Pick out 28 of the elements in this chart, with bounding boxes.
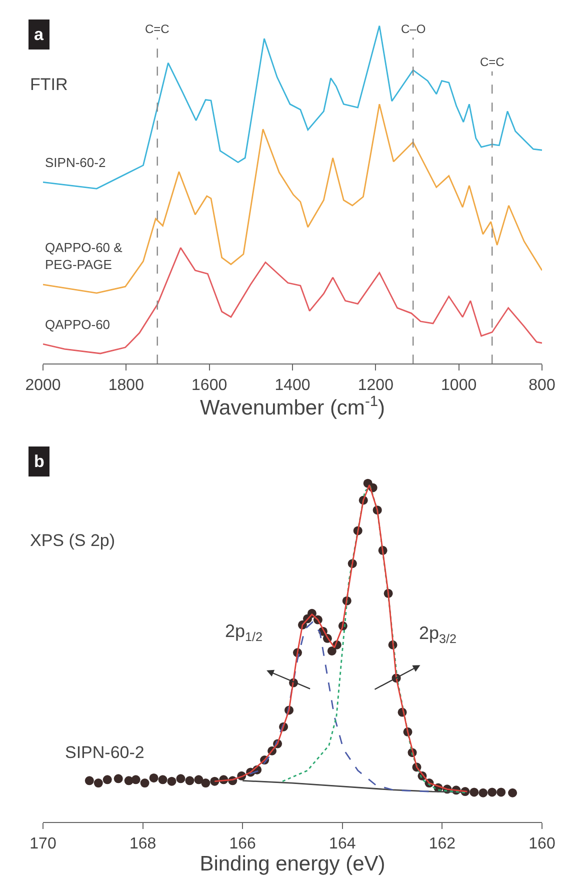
- x-axis-title: Wavenumber (cm$^{-1}$): [200, 394, 385, 420]
- text: b: [34, 452, 44, 471]
- x-tick-label: 1400: [274, 376, 310, 394]
- x-tick-label: 166: [229, 835, 256, 852]
- x-tick-label: 162: [428, 835, 456, 852]
- annotation: 2p$_{3/2}$: [419, 623, 457, 646]
- x-tick-label: 1600: [192, 376, 228, 394]
- ref-line-label: C=C: [145, 22, 170, 36]
- series-label: SIPN-60-2: [45, 155, 106, 170]
- x-tick-label: 1200: [358, 376, 394, 394]
- x-tick-label: 160: [528, 835, 556, 852]
- x-tick-label: 164: [329, 835, 356, 852]
- x-tick-label: 1000: [441, 376, 477, 394]
- x-tick-label: 170: [30, 835, 56, 852]
- x-tick-label: 1800: [108, 376, 144, 394]
- x-tick-label: 800: [528, 376, 556, 394]
- series-label: QAPPO-60: [45, 317, 110, 332]
- ref-line-label: C–O: [401, 22, 426, 36]
- x-tick-label: 168: [129, 835, 156, 852]
- x-tick-label: 2000: [25, 376, 61, 394]
- annotation: FTIR: [30, 75, 68, 94]
- series-label: QAPPO-60 & PEG-PAGE: [45, 240, 123, 272]
- annotation: a: [34, 25, 44, 44]
- annotation: 2p$_{1/2}$: [225, 621, 263, 644]
- x-axis-title: Binding energy (eV): [200, 852, 386, 876]
- annotation: XPS (S 2p): [30, 531, 116, 550]
- annotation: SIPN-60-2: [65, 743, 144, 762]
- ref-line-label: C=C: [480, 55, 505, 69]
